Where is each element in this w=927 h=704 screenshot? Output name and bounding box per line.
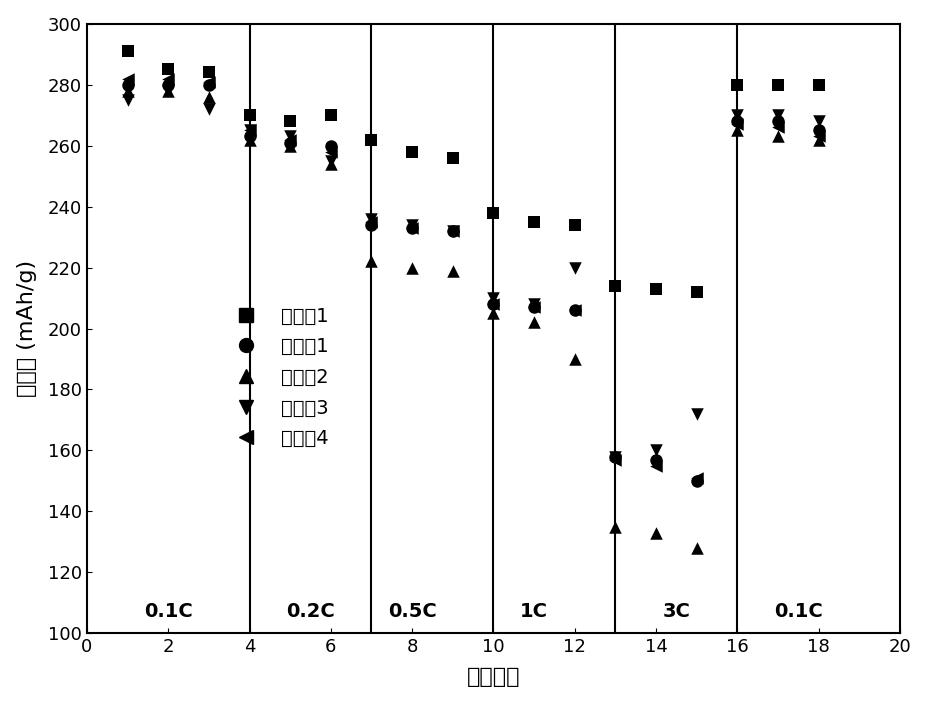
Point	[769, 110, 784, 121]
Point	[730, 110, 744, 121]
Point	[120, 85, 134, 96]
Point	[160, 85, 175, 96]
Point	[527, 216, 541, 227]
Point	[769, 79, 784, 90]
Point	[363, 134, 378, 145]
Point	[566, 305, 581, 316]
Point	[323, 110, 337, 121]
Point	[242, 131, 257, 142]
Text: 0.1C: 0.1C	[773, 602, 822, 621]
Point	[810, 115, 825, 127]
Point	[242, 125, 257, 136]
Point	[404, 219, 419, 230]
Point	[242, 110, 257, 121]
Point	[445, 225, 460, 237]
Point	[323, 155, 337, 166]
Point	[201, 79, 216, 90]
Point	[486, 292, 501, 303]
Point	[445, 152, 460, 163]
Point	[648, 460, 663, 471]
Point	[363, 216, 378, 227]
Point	[730, 115, 744, 127]
Text: 0.5C: 0.5C	[387, 602, 436, 621]
Point	[648, 283, 663, 294]
Text: 3C: 3C	[662, 602, 690, 621]
Point	[527, 301, 541, 313]
Point	[527, 301, 541, 313]
Point	[566, 262, 581, 273]
Point	[160, 73, 175, 84]
Point	[486, 207, 501, 218]
Text: 1C: 1C	[519, 602, 548, 621]
Point	[323, 146, 337, 157]
Point	[810, 134, 825, 145]
Point	[363, 256, 378, 267]
Point	[607, 280, 622, 291]
Point	[769, 122, 784, 133]
Point	[120, 79, 134, 90]
Point	[201, 103, 216, 115]
Point	[120, 73, 134, 84]
Point	[201, 76, 216, 87]
Point	[769, 115, 784, 127]
Point	[607, 521, 622, 532]
Point	[810, 131, 825, 142]
Point	[404, 222, 419, 234]
Point	[120, 46, 134, 57]
Point	[730, 125, 744, 136]
Point	[242, 125, 257, 136]
Point	[648, 454, 663, 465]
Point	[730, 79, 744, 90]
Point	[445, 265, 460, 276]
Point	[283, 134, 298, 145]
Point	[730, 119, 744, 130]
Point	[566, 305, 581, 316]
Point	[689, 542, 704, 553]
Point	[689, 408, 704, 420]
Point	[810, 79, 825, 90]
Point	[201, 92, 216, 103]
X-axis label: 循环次数: 循环次数	[466, 667, 520, 687]
Point	[566, 353, 581, 365]
Point	[404, 146, 419, 157]
Point	[283, 140, 298, 151]
Point	[160, 64, 175, 75]
Point	[607, 451, 622, 463]
Text: 0.1C: 0.1C	[144, 602, 193, 621]
Point	[607, 451, 622, 463]
Y-axis label: 比容量 (mAh/g): 比容量 (mAh/g)	[17, 260, 37, 397]
Point	[527, 298, 541, 310]
Point	[323, 158, 337, 170]
Point	[486, 298, 501, 310]
Point	[201, 67, 216, 78]
Point	[445, 225, 460, 237]
Text: 0.2C: 0.2C	[286, 602, 335, 621]
Point	[323, 140, 337, 151]
Point	[566, 219, 581, 230]
Point	[242, 134, 257, 145]
Point	[283, 137, 298, 148]
Legend: 实施例1, 对比例1, 对比例2, 对比例3, 对比例4: 实施例1, 对比例1, 对比例2, 对比例3, 对比例4	[219, 298, 336, 456]
Point	[607, 454, 622, 465]
Point	[689, 475, 704, 486]
Point	[404, 262, 419, 273]
Point	[363, 219, 378, 230]
Point	[283, 131, 298, 142]
Point	[445, 225, 460, 237]
Point	[486, 298, 501, 310]
Point	[283, 115, 298, 127]
Point	[120, 94, 134, 106]
Point	[527, 317, 541, 328]
Point	[769, 131, 784, 142]
Point	[689, 472, 704, 484]
Point	[810, 125, 825, 136]
Point	[363, 213, 378, 225]
Point	[486, 308, 501, 319]
Point	[160, 79, 175, 90]
Point	[689, 287, 704, 298]
Point	[160, 85, 175, 96]
Point	[404, 222, 419, 234]
Point	[648, 445, 663, 456]
Point	[648, 527, 663, 539]
